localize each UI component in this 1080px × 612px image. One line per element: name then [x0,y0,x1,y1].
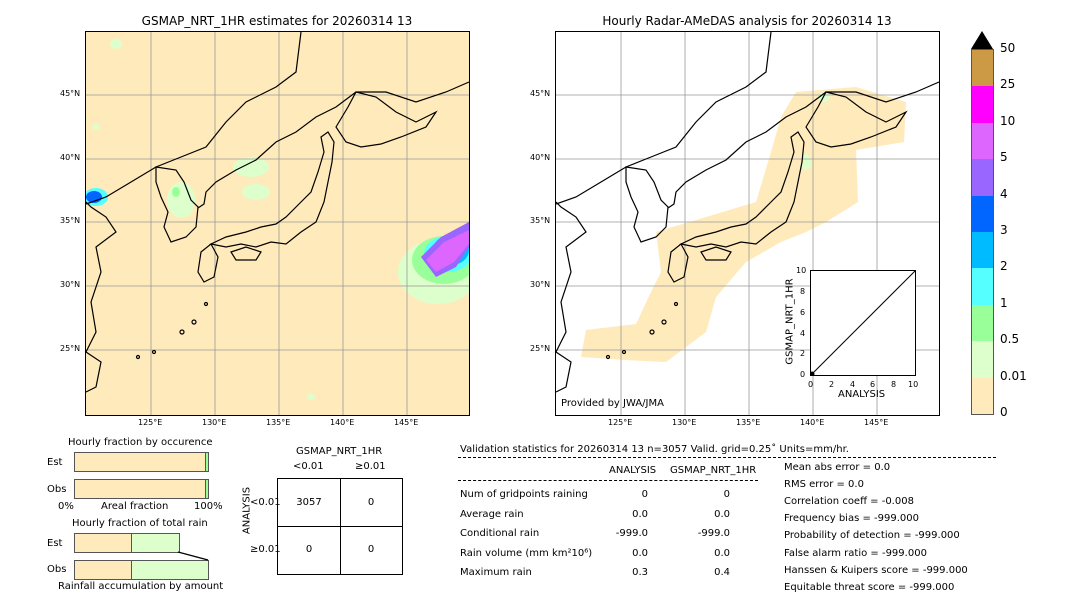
total-rain-title: Hourly fraction of total rain [72,518,208,529]
val-row-analysis: 0.0 [632,547,648,559]
val-row-gsmap: 0.0 [714,547,730,559]
val-score: Frequency bias = -999.000 [784,513,919,525]
val-score: Probability of detection = -999.000 [784,530,960,542]
inset-scatter [809,270,916,377]
ct-col-title: GSMAP_NRT_1HR [296,446,383,457]
tr-est-label: Est [47,538,63,549]
left-map-plot [86,32,469,415]
occ-xmin: 0% [58,501,74,512]
ct-cell: 0 [367,497,375,508]
colorbar-label: 0.01 [1000,368,1027,383]
val-row-analysis: 0 [641,489,648,500]
left-map [85,31,470,416]
occ-xlabel: Areal fraction [101,501,169,512]
occ-est-bar [74,452,209,472]
rain-areas [86,39,469,400]
val-row-label: Average rain [460,508,524,520]
ct-row-0: <0.01 [250,497,281,508]
ct-col-1: ≥0.01 [355,461,386,472]
val-score: RMS error = 0.0 [784,479,864,491]
colorbar-segment [972,341,993,378]
right-map-plot [556,32,939,415]
colorbar-segment [972,86,993,123]
colorbar-label: 4 [1000,186,1008,201]
ct-cell: 3057 [296,497,322,508]
ct-cell: 0 [305,544,313,555]
occ-xmax: 100% [194,501,223,512]
left-map-title: GSMAP_NRT_1HR estimates for 20260314 13 [141,14,413,28]
tr-est-bar-low [74,533,133,553]
colorbar-segment [972,304,993,342]
val-row-label: Rain volume (mm km²10⁶) [460,547,593,559]
occurrence-title: Hourly fraction by occurence [68,437,213,448]
ct-row-title: ANALYSIS [241,486,253,535]
contingency-table: 3057 0 0 0 [277,478,403,575]
val-score: Correlation coeff = -0.008 [784,496,914,508]
right-map-title: Hourly Radar-AMeDAS analysis for 2026031… [602,14,892,28]
colorbar-segment [972,377,993,414]
val-row-gsmap: 0.4 [714,567,730,578]
tr-xlabel: Rainfall accumulation by amount [58,581,224,592]
val-row-label: Conditional rain [460,528,540,539]
occ-obs-bar [74,479,209,499]
val-row-gsmap: 0.0 [714,508,730,520]
colorbar-label: 5 [1000,150,1008,165]
colorbar-label: 0.5 [1000,332,1020,347]
ct-cell: 0 [367,544,375,555]
tr-obs-label: Obs [47,564,67,575]
colorbar-label: 0 [1000,405,1008,419]
val-row-label: Num of gridpoints raining [460,489,588,500]
ct-row-1: ≥0.01 [250,544,281,555]
val-row-gsmap: 0 [723,489,730,500]
val-col-gsmap: GSMAP_NRT_1HR [670,465,757,476]
inset-ylabel: GSMAP_NRT_1HR [784,278,796,365]
colorbar [971,49,994,415]
colorbar-extend-arrow [971,31,993,49]
credit-text: Provided by JWA/JMA [561,398,664,409]
colorbar-label: 25 [1000,77,1016,92]
colorbar-label: 50 [1000,41,1016,55]
tr-est-bar-high [131,533,180,553]
occ-obs-label: Obs [47,484,67,495]
validation-header: Validation statistics for 20260314 13 n=… [460,444,849,455]
colorbar-label: 1 [1000,295,1008,310]
val-score: Hanssen & Kuipers score = -999.000 [784,564,968,576]
val-row-analysis: 0.3 [632,567,648,578]
colorbar-segment [972,122,993,160]
val-row-analysis: -999.0 [615,528,648,539]
tr-obs-bar-high [131,560,209,580]
colorbar-segment [972,268,993,305]
val-score: False alarm ratio = -999.000 [784,547,927,559]
val-score: Mean abs error = 0.0 [784,462,891,473]
colorbar-segment [972,232,993,269]
colorbar-segment [972,159,993,196]
colorbar-segment [972,50,993,87]
colorbar-label: 2 [1000,259,1008,274]
colorbar-label: 10 [1000,113,1016,128]
colorbar-segment [972,195,993,232]
val-row-analysis: 0.0 [632,508,648,520]
val-score: Equitable threat score = -999.000 [784,581,955,593]
inset-xlabel: ANALYSIS [838,389,886,400]
colorbar-label: 3 [1000,223,1008,237]
occ-est-label: Est [47,457,63,468]
val-row-label: Maximum rain [460,567,532,578]
tr-obs-bar-low [74,560,133,580]
val-row-gsmap: -999.0 [697,528,730,539]
diagonal-line [810,270,916,376]
ct-col-0: <0.01 [293,461,324,472]
val-col-analysis: ANALYSIS [609,465,657,476]
